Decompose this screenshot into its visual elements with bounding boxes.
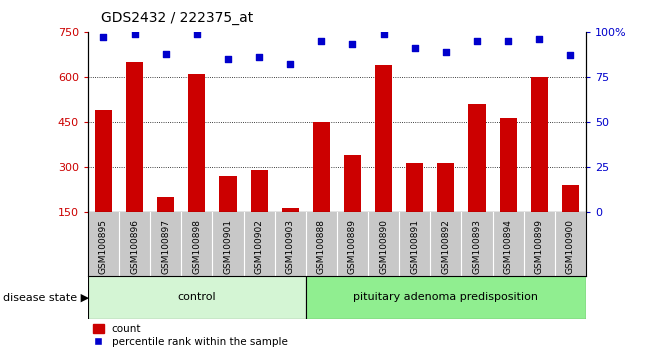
Bar [95, 110, 112, 212]
Bar [88, 276, 306, 319]
Text: GSM100890: GSM100890 [379, 219, 388, 274]
Point [378, 31, 389, 36]
Point [161, 51, 171, 56]
Text: GSM100888: GSM100888 [317, 219, 326, 274]
Point [441, 49, 451, 55]
Point [223, 56, 233, 62]
Bar [219, 176, 236, 212]
Bar [469, 104, 486, 212]
Text: GSM100894: GSM100894 [504, 219, 512, 274]
Bar [499, 118, 517, 212]
Bar [306, 276, 586, 319]
Bar [157, 198, 174, 212]
Text: disease state ▶: disease state ▶ [3, 292, 89, 302]
Point [409, 45, 420, 51]
Text: GSM100898: GSM100898 [192, 219, 201, 274]
Point [347, 42, 357, 47]
Point [254, 54, 264, 60]
Bar [375, 65, 392, 212]
Text: GSM100889: GSM100889 [348, 219, 357, 274]
Point [503, 38, 513, 44]
Text: control: control [178, 292, 216, 302]
Point [285, 62, 296, 67]
Bar [562, 185, 579, 212]
Point [191, 31, 202, 36]
Text: GSM100892: GSM100892 [441, 219, 450, 274]
Text: GSM100895: GSM100895 [99, 219, 108, 274]
Bar [188, 74, 205, 212]
Text: GDS2432 / 222375_at: GDS2432 / 222375_at [101, 11, 253, 25]
Point [316, 38, 327, 44]
Text: GSM100897: GSM100897 [161, 219, 170, 274]
Text: GSM100902: GSM100902 [255, 219, 264, 274]
Bar [251, 170, 268, 212]
Bar [282, 208, 299, 212]
Point [130, 31, 140, 36]
Legend: count, percentile rank within the sample: count, percentile rank within the sample [93, 324, 288, 347]
Bar [312, 122, 330, 212]
Text: GSM100891: GSM100891 [410, 219, 419, 274]
Bar [437, 163, 454, 212]
Bar [406, 163, 423, 212]
Text: GSM100901: GSM100901 [223, 219, 232, 274]
Text: GSM100896: GSM100896 [130, 219, 139, 274]
Point [472, 38, 482, 44]
Text: GSM100893: GSM100893 [473, 219, 482, 274]
Bar [344, 155, 361, 212]
Point [565, 52, 575, 58]
Bar [126, 62, 143, 212]
Text: GSM100900: GSM100900 [566, 219, 575, 274]
Point [98, 34, 109, 40]
Text: GSM100899: GSM100899 [534, 219, 544, 274]
Point [534, 36, 544, 42]
Text: pituitary adenoma predisposition: pituitary adenoma predisposition [353, 292, 538, 302]
Bar [531, 77, 547, 212]
Text: GSM100903: GSM100903 [286, 219, 295, 274]
